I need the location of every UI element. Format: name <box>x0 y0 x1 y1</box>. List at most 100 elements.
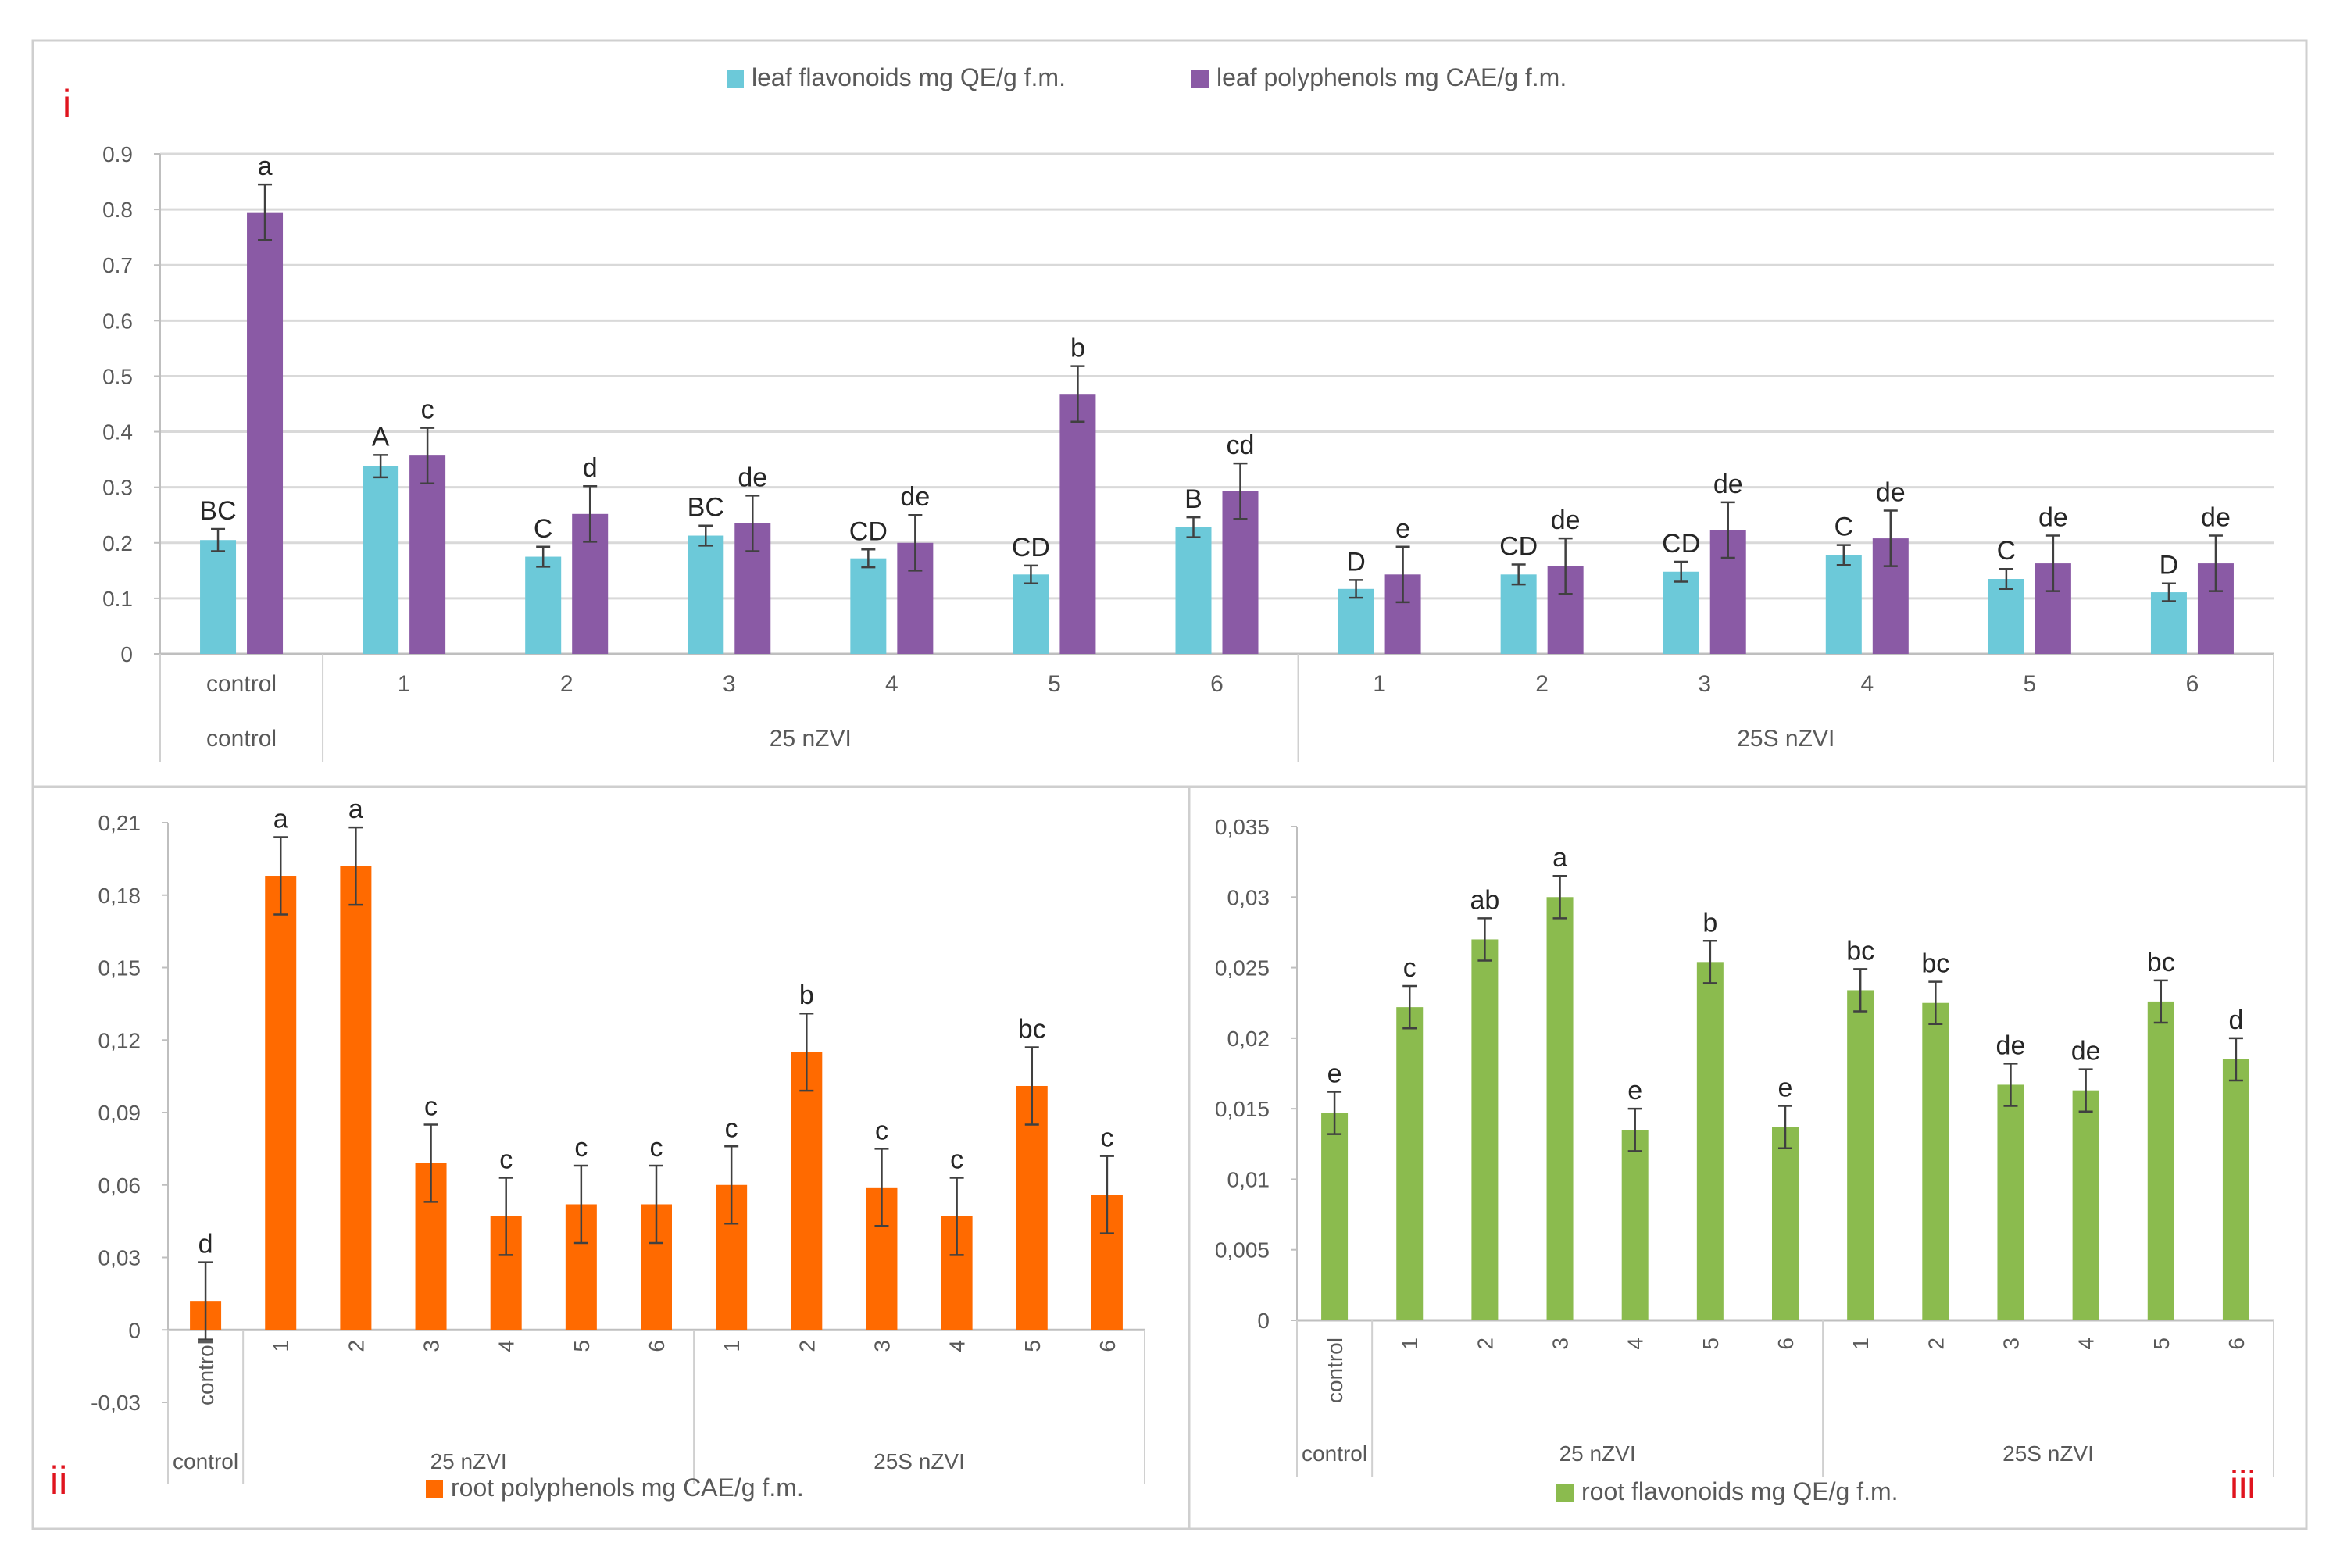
x-group-label: control <box>173 1449 238 1473</box>
x-group-label: 25 nZVI <box>430 1449 507 1473</box>
significance-letter: cd <box>1227 430 1255 460</box>
legend-label: root polyphenols mg CAE/g f.m. <box>451 1473 804 1502</box>
bar <box>1175 527 1212 654</box>
significance-letter: de <box>2201 503 2231 533</box>
legend-label: root flavonoids mg QE/g f.m. <box>1581 1477 1899 1505</box>
bar <box>1988 579 2024 654</box>
x-category-label: 2 <box>344 1340 368 1352</box>
significance-letter: de <box>2071 1037 2101 1066</box>
y-tick-label: 0,03 <box>1227 885 1270 909</box>
y-tick-label: 0,18 <box>98 884 141 908</box>
significance-letter: de <box>1713 470 1743 499</box>
x-category-label: 1 <box>1373 671 1386 697</box>
bar <box>1825 555 1862 654</box>
bar <box>1663 571 1699 654</box>
bar <box>200 540 237 654</box>
x-category-label: 4 <box>2074 1338 2099 1350</box>
x-category-label: 5 <box>1048 671 1061 697</box>
bar <box>1338 588 1374 654</box>
x-category-label: 4 <box>495 1340 519 1352</box>
bar <box>1471 939 1499 1320</box>
significance-letter: CD <box>1662 529 1700 559</box>
x-category-label: 6 <box>1210 671 1224 697</box>
bar <box>1500 574 1537 654</box>
y-tick-label: 0 <box>1257 1309 1270 1333</box>
y-tick-label: 0,005 <box>1215 1238 1270 1263</box>
significance-letter: bc <box>2147 948 2175 977</box>
bar <box>850 558 887 654</box>
x-category-label: 6 <box>1095 1340 1120 1352</box>
x-group-label: 25 nZVI <box>770 726 852 752</box>
significance-letter: e <box>1627 1076 1642 1105</box>
bar <box>1059 394 1096 654</box>
legend-swatch <box>727 70 744 88</box>
panel-label-i: i <box>63 82 71 126</box>
significance-letter: a <box>273 805 288 834</box>
bar <box>409 455 446 654</box>
x-category-label: 5 <box>570 1340 594 1352</box>
legend-label: leaf polyphenols mg CAE/g f.m. <box>1216 63 1567 91</box>
y-tick-label: 0,09 <box>98 1101 141 1125</box>
significance-letter: c <box>424 1091 438 1121</box>
y-tick-label: 0 <box>120 642 133 666</box>
significance-letter: D <box>1346 547 1366 577</box>
x-category-label: 4 <box>1860 671 1874 697</box>
x-category-label: 6 <box>645 1340 669 1352</box>
y-tick-label: 0.2 <box>102 531 133 555</box>
bar <box>525 556 562 654</box>
bar <box>340 866 372 1330</box>
y-tick-label: 0,025 <box>1215 956 1270 980</box>
bar <box>363 466 399 654</box>
x-category-label: 6 <box>1774 1338 1798 1350</box>
significance-letter: CD <box>1012 533 1050 563</box>
legend-swatch <box>1191 70 1209 88</box>
x-category-label: 1 <box>720 1340 744 1352</box>
significance-letter: ab <box>1470 885 1499 915</box>
panel-iii-chart: 0 0,005 0,01 0,015 0,02 0,025 0,03 0,035 control… <box>1215 815 2274 1505</box>
significance-letter: D <box>2160 551 2179 580</box>
significance-letter: bc <box>1921 949 1949 979</box>
significance-letter: BC <box>688 493 724 523</box>
x-category-label: 3 <box>1549 1338 1573 1350</box>
significance-letter: c <box>950 1145 963 1174</box>
significance-letter: bc <box>1018 1015 1046 1045</box>
x-category-label: 5 <box>2024 671 2037 697</box>
significance-letter: c <box>1100 1123 1113 1153</box>
x-category-label: 1 <box>398 671 411 697</box>
significance-letter: a <box>1552 843 1567 873</box>
significance-letter: bc <box>1846 936 1874 966</box>
significance-letter: b <box>1702 908 1717 938</box>
legend-label: leaf flavonoids mg QE/g f.m. <box>752 63 1066 91</box>
panel-i-chart: 0 0.1 0.2 0.3 0.4 0.5 0.6 0.7 0.8 0.9 control 25 nZ… <box>102 63 2274 762</box>
significance-letter: BC <box>199 496 236 526</box>
bar <box>1922 1002 1949 1320</box>
legend-swatch <box>426 1480 443 1498</box>
panel-label-ii: ii <box>50 1459 67 1502</box>
significance-letter: de <box>1876 478 1906 508</box>
x-category-label: control <box>194 1340 218 1405</box>
bar <box>1997 1084 2024 1320</box>
y-tick-label: 0,01 <box>1227 1167 1270 1191</box>
significance-letter: d <box>583 453 598 483</box>
y-tick-label: 0,035 <box>1215 815 1270 839</box>
x-category-label: 1 <box>269 1340 293 1352</box>
significance-letter: e <box>1327 1059 1342 1088</box>
bar <box>1016 1085 1048 1330</box>
y-tick-label: 0.5 <box>102 364 133 388</box>
y-tick-label: 0,03 <box>98 1246 141 1270</box>
significance-letter: c <box>499 1145 513 1174</box>
x-group-label: 25S nZVI <box>2002 1441 2094 1466</box>
y-tick-label: -0,03 <box>91 1391 141 1415</box>
significance-letter: b <box>799 980 814 1010</box>
significance-letter: c <box>725 1113 738 1143</box>
y-tick-label: 0,015 <box>1215 1097 1270 1121</box>
bar <box>265 876 297 1330</box>
y-tick-label: 0.4 <box>102 420 133 445</box>
x-category-label: 3 <box>723 671 736 697</box>
panel-ii-frame <box>31 785 1191 1530</box>
x-category-label: 1 <box>1398 1338 1422 1350</box>
x-category-label: 3 <box>1999 1338 2023 1350</box>
y-tick-label: 0.8 <box>102 198 133 222</box>
